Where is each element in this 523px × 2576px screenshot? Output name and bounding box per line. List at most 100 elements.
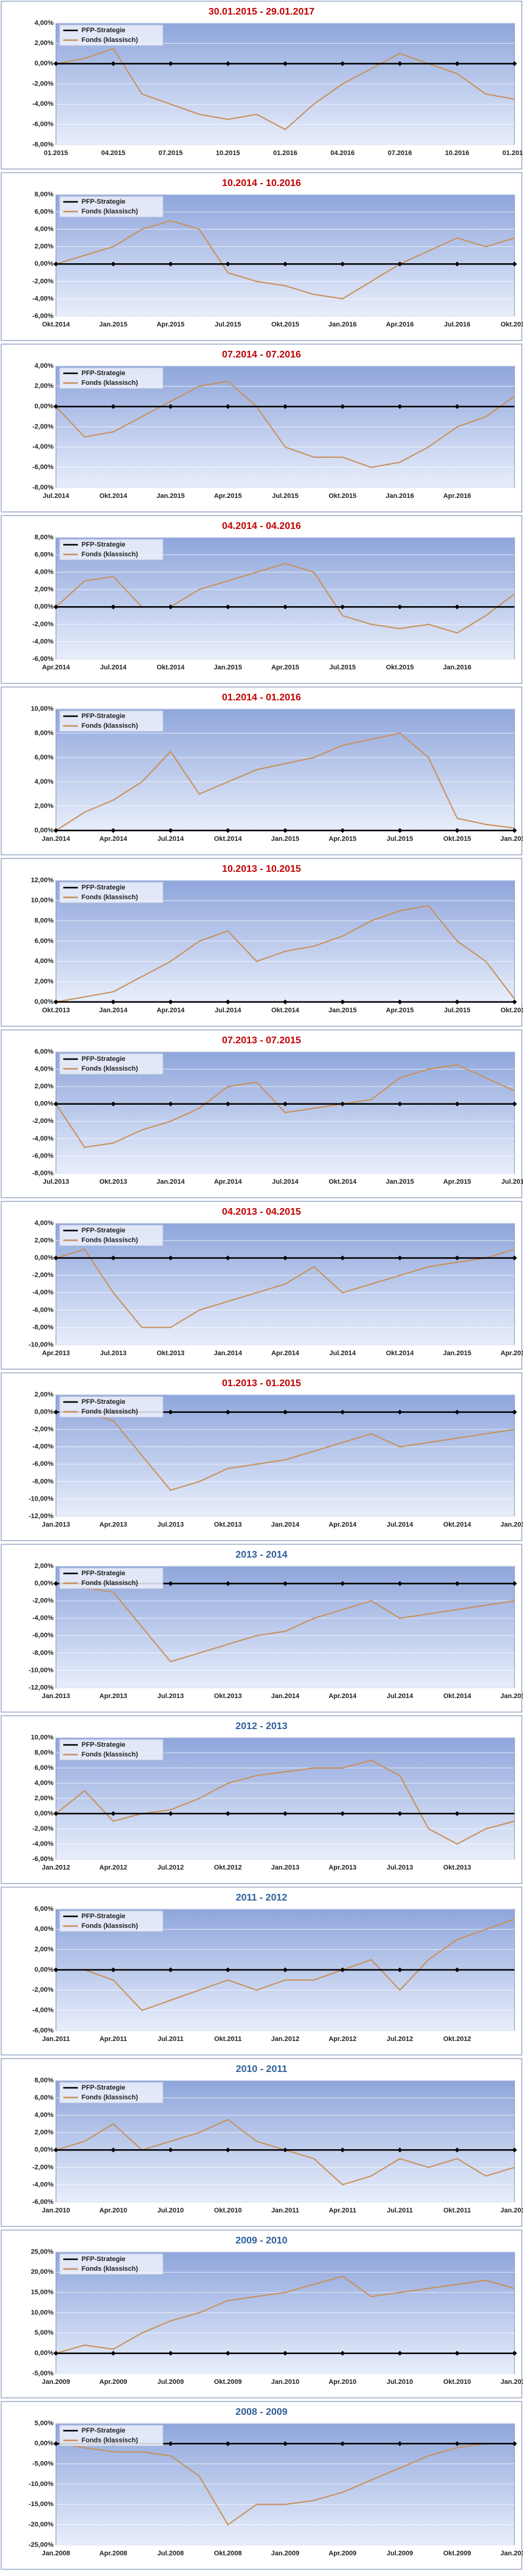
- series-marker: [168, 604, 173, 610]
- y-tick-label: -6,00%: [32, 1307, 54, 1314]
- x-tick-label: Jul.2009: [158, 2378, 184, 2386]
- series-line: [55, 219, 515, 300]
- series-marker: [340, 1000, 345, 1004]
- legend-label: PFP-Strategie: [81, 2427, 125, 2434]
- x-tick-label: Jan.2015: [386, 1178, 414, 1186]
- y-tick-label: 6,00%: [35, 208, 54, 215]
- x-tick-label: Jul.2014: [387, 1521, 414, 1528]
- series-marker: [225, 404, 230, 409]
- legend-box: [59, 2253, 164, 2275]
- x-tick-label: Okt.2012: [443, 2036, 471, 2043]
- y-tick-label: 4,00%: [35, 362, 54, 370]
- legend-label: PFP-Strategie: [81, 1227, 125, 1234]
- series-marker: [225, 261, 230, 267]
- series-marker: [340, 261, 345, 267]
- y-tick-label: -10,00%: [29, 1341, 54, 1348]
- x-tick-label: Jan.2013: [42, 1693, 70, 1700]
- y-tick-label: 0,00%: [35, 1254, 54, 1262]
- series-marker: [340, 1581, 345, 1586]
- y-tick-label: -4,00%: [32, 1135, 54, 1142]
- series-marker: [111, 1000, 116, 1004]
- x-tick-label: Okt.2014: [443, 1521, 472, 1528]
- y-tick-label: -25,00%: [29, 2541, 54, 2549]
- y-tick-label: -4,00%: [32, 295, 54, 302]
- x-tick-label: Jul.2009: [387, 2550, 413, 2557]
- y-tick-label: -12,00%: [29, 1513, 54, 1520]
- y-tick-label: 0,00%: [35, 998, 54, 1006]
- x-tick-label: Jul.2014: [43, 492, 69, 500]
- y-tick-label: -2,00%: [32, 621, 54, 628]
- x-tick-label: Jan.2014: [271, 1521, 300, 1528]
- series-marker: [454, 604, 460, 610]
- y-tick-label: -2,00%: [32, 1426, 54, 1433]
- legend-label: PFP-Strategie: [81, 1398, 125, 1406]
- legend-label: PFP-Strategie: [81, 1570, 125, 1577]
- x-tick-label: 01.2015: [44, 150, 68, 157]
- x-tick-label: Jul.2016: [444, 321, 470, 328]
- chart-title: 2008 - 2009: [235, 2407, 288, 2417]
- x-tick-label: Apr.2016: [443, 492, 471, 500]
- series-marker: [54, 2147, 58, 2153]
- y-tick-label: 20,00%: [31, 2268, 54, 2276]
- series-marker: [168, 2350, 173, 2356]
- y-tick-label: 2,00%: [35, 1563, 54, 1570]
- series-marker: [283, 1811, 288, 1816]
- x-tick-label: Jan.2015: [271, 835, 299, 843]
- series-marker: [54, 261, 58, 267]
- legend-box: [59, 1739, 164, 1761]
- x-tick-label: Okt.2015: [443, 835, 471, 843]
- series-marker: [340, 1409, 345, 1415]
- y-tick-label: 0,00%: [35, 60, 54, 67]
- series-marker: [168, 61, 173, 66]
- series-marker: [111, 1811, 116, 1816]
- x-tick-label: Okt.2015: [328, 492, 356, 500]
- legend-label: Fonds (klassisch): [81, 208, 138, 215]
- y-tick-label: 8,00%: [35, 917, 54, 925]
- series-line: [55, 1759, 515, 1845]
- legend-label: PFP-Strategie: [81, 713, 125, 720]
- legend-label: PFP-Strategie: [81, 1741, 125, 1749]
- legend-box: [59, 2082, 164, 2104]
- x-tick-label: Apr.2013: [328, 1864, 356, 1871]
- x-tick-label: Jan.2010: [271, 2378, 299, 2386]
- chart-title: 01.2014 - 01.2016: [222, 692, 301, 703]
- x-tick-label: Jan.2009: [42, 2378, 70, 2386]
- series-marker: [54, 1101, 58, 1107]
- series-marker: [397, 828, 403, 833]
- legend-label: PFP-Strategie: [81, 370, 125, 377]
- x-tick-label: Apr.2012: [328, 2036, 356, 2043]
- series-marker: [397, 261, 403, 267]
- y-tick-label: 4,00%: [35, 778, 54, 786]
- legend-label: PFP-Strategie: [81, 2256, 125, 2263]
- legend-box: [59, 1053, 164, 1075]
- y-tick-label: -2,00%: [32, 1597, 54, 1604]
- chart-title: 10.2013 - 10.2015: [222, 864, 301, 874]
- series-marker: [111, 604, 116, 610]
- series-line: [55, 562, 515, 634]
- y-tick-label: 6,00%: [35, 1905, 54, 1913]
- series-marker: [283, 261, 288, 267]
- series-marker: [454, 2350, 460, 2356]
- y-tick-label: 6,00%: [35, 754, 54, 761]
- series-marker: [512, 1101, 517, 1107]
- series-marker: [512, 1000, 517, 1004]
- series-marker: [340, 1101, 345, 1107]
- legend-box: [59, 710, 164, 732]
- series-marker: [111, 1255, 116, 1261]
- x-tick-label: Apr.2015: [500, 1350, 523, 1357]
- series-marker: [225, 61, 230, 66]
- series-marker: [512, 2147, 517, 2153]
- series-marker: [111, 61, 116, 66]
- x-tick-label: Jul.2013: [158, 1521, 184, 1528]
- series-marker: [512, 1409, 517, 1415]
- series-marker: [225, 1000, 230, 1004]
- series-line: [55, 2443, 514, 2526]
- y-tick-label: -2,00%: [32, 1272, 54, 1279]
- x-tick-label: Okt.2010: [443, 2378, 471, 2386]
- y-tick-label: 4,00%: [35, 958, 54, 965]
- series-marker: [454, 2147, 460, 2153]
- legend-label: Fonds (klassisch): [81, 722, 138, 730]
- x-tick-label: Jan.2015: [328, 1007, 356, 1014]
- legend-box: [59, 2425, 164, 2447]
- y-tick-label: 2,00%: [35, 1946, 54, 1953]
